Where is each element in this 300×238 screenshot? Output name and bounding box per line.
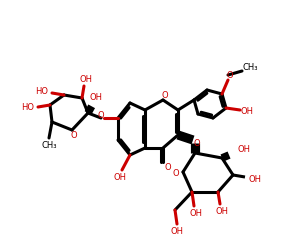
- Text: CH₃: CH₃: [242, 64, 258, 73]
- Text: OH: OH: [238, 145, 250, 154]
- Text: O: O: [98, 110, 104, 119]
- Text: O: O: [71, 132, 77, 140]
- Text: OH: OH: [241, 106, 254, 115]
- Text: HO: HO: [22, 103, 34, 111]
- Text: OH: OH: [190, 209, 202, 218]
- Text: OH: OH: [170, 228, 184, 237]
- Text: CH₃: CH₃: [41, 142, 57, 150]
- Text: OH: OH: [113, 173, 127, 182]
- Text: O: O: [162, 90, 168, 99]
- Text: OH: OH: [80, 75, 92, 84]
- Text: O: O: [173, 169, 179, 178]
- Text: OH: OH: [215, 208, 229, 217]
- Text: HO: HO: [35, 86, 49, 95]
- Text: O: O: [194, 139, 200, 148]
- Text: O: O: [165, 163, 171, 172]
- Text: O: O: [227, 70, 233, 79]
- Text: OH: OH: [89, 93, 103, 101]
- Text: OH: OH: [248, 174, 262, 183]
